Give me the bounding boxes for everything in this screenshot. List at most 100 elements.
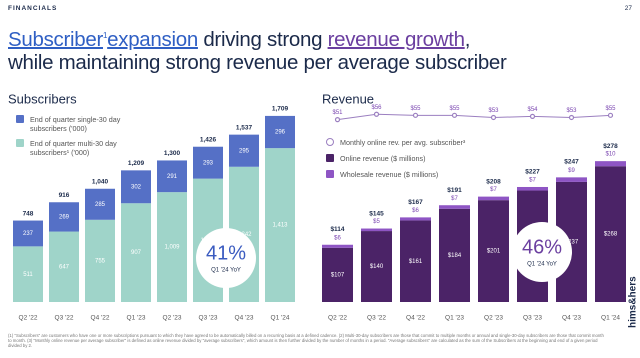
legend-swatch	[326, 170, 334, 178]
total-label: $167	[408, 199, 423, 206]
total-label: $114	[330, 226, 344, 233]
value-label: $10	[605, 152, 616, 158]
bar-segment	[229, 134, 259, 167]
title-segment: driving strong	[197, 28, 328, 51]
bar-segment	[121, 170, 151, 204]
x-tick-label: Q1 '23	[445, 315, 464, 322]
bar-segment	[400, 217, 431, 221]
section-header: FINANCIALS	[8, 5, 58, 12]
bar-segment	[361, 228, 392, 232]
value-label: $55	[410, 106, 421, 112]
value-label: 296	[275, 130, 286, 136]
bar-segment	[13, 246, 43, 302]
x-tick-label: Q3 '23	[199, 315, 218, 322]
bar-segment	[517, 186, 548, 191]
x-tick-label: Q4 '23	[562, 315, 581, 322]
bar-segment	[439, 205, 470, 209]
x-tick-label: Q4 '22	[91, 315, 110, 322]
bar-segment	[595, 166, 626, 302]
total-label: 1,709	[272, 106, 289, 113]
legend-swatch	[326, 138, 334, 146]
title-segment: revenue growth	[327, 28, 465, 51]
bar-segment	[193, 146, 223, 179]
legend-entry: Monthly online rev. per avg. subscriber³	[326, 138, 526, 147]
badge-caption: Q1 '24 YoY	[527, 262, 557, 268]
legend-entry: End of quarter multi-30 day subscribers¹…	[16, 139, 128, 157]
value-label: 511	[23, 272, 33, 278]
badge-value: 46%	[522, 236, 562, 258]
title-segment: ,	[464, 28, 471, 51]
bar-segment	[322, 244, 353, 248]
value-label: 647	[59, 264, 70, 270]
bar-segment	[595, 161, 626, 167]
value-label: $6	[412, 208, 419, 214]
legend-swatch	[326, 154, 334, 162]
value-label: 269	[59, 214, 70, 220]
legend-label: End of quarter multi-30 day subscribers¹…	[30, 139, 117, 157]
badge	[512, 222, 572, 282]
chart-title: Revenue	[322, 91, 374, 106]
value-label: $54	[527, 107, 538, 113]
title-segment: 1	[103, 31, 108, 41]
bar-segment	[13, 220, 43, 247]
value-label: 285	[95, 202, 106, 208]
bar-segment	[121, 203, 151, 302]
chart-title: Subscribers	[8, 91, 77, 106]
total-label: 1,209	[128, 160, 145, 167]
value-label: 755	[95, 258, 106, 264]
total-label: $247	[564, 159, 579, 166]
title-segment: Subscriber	[8, 28, 103, 51]
bar-segment	[322, 247, 353, 302]
total-label: 1,426	[200, 136, 217, 143]
bar-segment	[49, 202, 79, 232]
bar-segment	[556, 177, 587, 182]
total-label: 1,537	[236, 124, 253, 131]
value-label: 237	[23, 231, 34, 237]
value-label: $53	[566, 108, 577, 114]
line-point	[529, 113, 536, 120]
line-point	[568, 114, 575, 121]
value-label: $9	[568, 168, 575, 174]
value-label: 1,009	[164, 245, 180, 251]
legend-label: Online revenue ($ millions)	[340, 154, 426, 163]
badge-caption: Q1 '24 YoY	[211, 268, 241, 274]
bar-segment	[157, 192, 187, 302]
x-tick-label: Q3 '22	[367, 315, 386, 322]
total-label: 1,300	[164, 150, 181, 157]
value-label: 295	[239, 148, 250, 154]
x-tick-label: Q3 '23	[523, 315, 542, 322]
title-line: while maintaining strong revenue per ave…	[8, 51, 507, 74]
line-point	[412, 112, 419, 118]
x-tick-label: Q2 '22	[328, 315, 347, 322]
x-tick-label: Q2 '23	[484, 315, 503, 322]
line-point	[373, 111, 380, 117]
value-label: $55	[449, 106, 460, 112]
bar-segment	[478, 196, 509, 201]
page-number: 27	[624, 5, 632, 12]
x-tick-label: Q4 '22	[406, 315, 425, 322]
total-label: 748	[23, 210, 34, 217]
bar-segment	[157, 160, 187, 193]
value-label: 291	[167, 174, 178, 180]
total-label: 916	[59, 192, 70, 199]
value-label: 1,413	[272, 223, 288, 229]
x-tick-label: Q2 '23	[163, 315, 182, 322]
bar-segment	[400, 220, 431, 302]
value-label: 907	[131, 250, 142, 256]
value-label: $237	[565, 240, 579, 246]
title-line: Subscriber1expansion driving strong reve…	[8, 28, 470, 52]
x-tick-label: Q3 '22	[55, 315, 74, 322]
value-label: $6	[334, 235, 341, 241]
badge-value: 41%	[206, 242, 246, 264]
brand: hims&hers	[628, 276, 639, 328]
bar-segment	[49, 231, 79, 302]
line-point	[490, 114, 497, 121]
value-label: $140	[370, 264, 384, 270]
value-label: $55	[605, 106, 616, 112]
value-label: $107	[331, 272, 345, 278]
value-label: 302	[131, 184, 142, 190]
legend-entry: Online revenue ($ millions)	[326, 154, 526, 163]
value-label: $7	[451, 196, 458, 202]
value-label: $184	[448, 253, 462, 259]
line	[337, 113, 611, 121]
